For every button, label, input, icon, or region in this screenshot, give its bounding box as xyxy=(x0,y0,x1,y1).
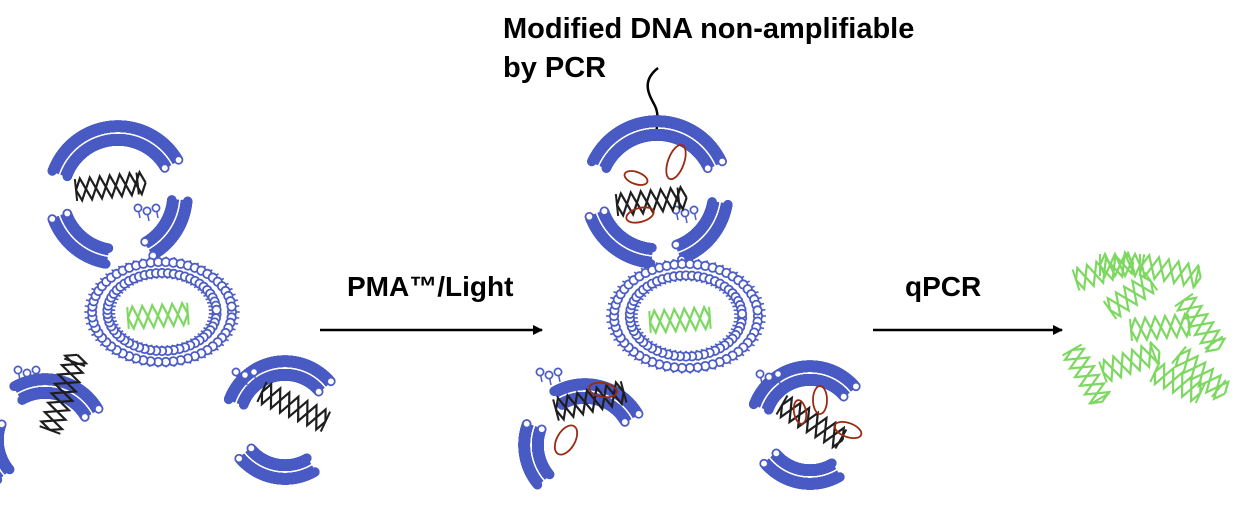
dna-amplicon xyxy=(1175,294,1227,356)
dead-cell-membrane-fragment xyxy=(141,196,191,259)
dna-live-cell xyxy=(127,303,188,329)
pma-adduct xyxy=(832,419,863,442)
live-cell-membrane xyxy=(84,257,239,368)
dna-live-cell xyxy=(649,307,710,333)
cell-population-before xyxy=(0,121,335,484)
dead-cell-membrane-fragment xyxy=(588,116,726,172)
cell-population-after-pma xyxy=(519,116,863,489)
lipid-fragment xyxy=(134,204,159,221)
dead-cell-membrane-fragment xyxy=(48,121,182,180)
pma-adduct xyxy=(550,422,582,459)
live-cell-membrane xyxy=(606,258,766,373)
lipid-fragment xyxy=(672,206,697,223)
dead-cell-membrane-fragment xyxy=(0,415,14,484)
annotation-pointer-arrow xyxy=(648,68,658,138)
dead-cell-membrane-fragment xyxy=(586,207,656,267)
dead-cell-membrane-fragment xyxy=(519,420,553,489)
amplified-dna-products xyxy=(1062,251,1232,407)
dead-cell-membrane-fragment xyxy=(48,210,112,268)
step-label-qpcr: qPCR xyxy=(905,271,981,302)
pma-adduct xyxy=(662,142,689,181)
step-label-pma-light: PMA™/Light xyxy=(347,271,513,302)
pma-adduct xyxy=(623,168,650,187)
annotation-line-1: Modified DNA non-amplifiable xyxy=(503,13,914,45)
lipid-fragment xyxy=(536,368,561,385)
pma-adduct xyxy=(813,386,827,414)
dead-cell-membrane-fragment xyxy=(235,444,319,483)
annotation-line-2: by PCR xyxy=(503,52,606,84)
dna-amplicon xyxy=(1140,254,1203,288)
dead-cell-membrane-fragment xyxy=(760,449,844,488)
dna-amplicon xyxy=(1130,314,1192,341)
dna-amplicon xyxy=(1150,362,1205,403)
dna-dead-cell xyxy=(75,172,147,201)
